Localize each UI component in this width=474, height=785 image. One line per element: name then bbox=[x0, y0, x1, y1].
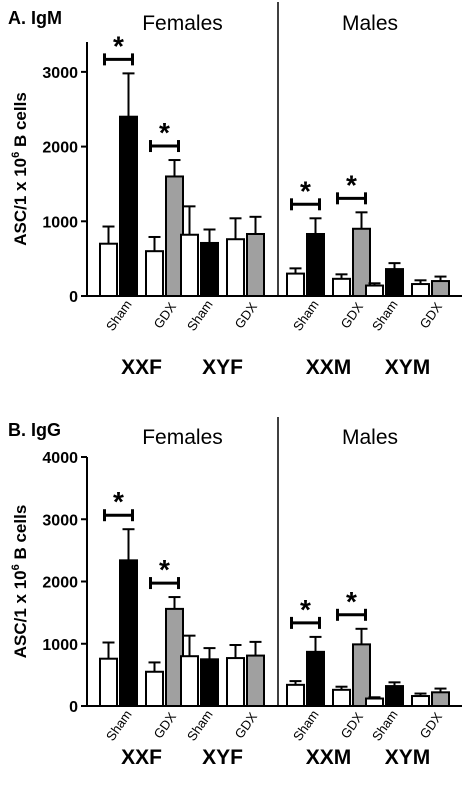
x-tick-label-gdx: GDX bbox=[232, 299, 261, 331]
y-tick-label: 3000 bbox=[42, 65, 78, 82]
significance-asterisk: * bbox=[346, 586, 357, 617]
bar-xxf-sham-black bbox=[119, 115, 138, 297]
bar-xyf-sham-white bbox=[180, 233, 199, 298]
bar-xyf-sham-white bbox=[180, 655, 199, 707]
bar-xxm-sham-white bbox=[286, 683, 305, 707]
y-axis-label: ASC/1 x 106 B cells bbox=[10, 505, 30, 659]
y-axis-label: ASC/1 x 106 B cells bbox=[10, 92, 30, 246]
bar-xxm-gdx-gray bbox=[352, 643, 371, 707]
significance-asterisk: * bbox=[159, 554, 170, 585]
significance-asterisk: * bbox=[113, 486, 124, 517]
y-tick-label: 1000 bbox=[42, 637, 78, 654]
y-axis-label-superscript: 6 bbox=[10, 152, 22, 158]
group-label-xxm: XXM bbox=[306, 746, 352, 769]
x-tick-label-gdx: GDX bbox=[417, 299, 446, 331]
y-axis-label-superscript: 6 bbox=[10, 564, 22, 570]
bar-xxf-gdx-white bbox=[145, 250, 164, 297]
bar-xxf-sham-white bbox=[99, 242, 118, 298]
x-tick-label-gdx: GDX bbox=[232, 709, 261, 741]
x-tick-label-gdx: GDX bbox=[417, 709, 446, 741]
y-axis-label-main: ASC/1 x 10 bbox=[11, 570, 30, 658]
x-tick-label-gdx: GDX bbox=[338, 299, 367, 331]
bar-xym-gdx-white bbox=[411, 283, 430, 297]
igg-chart-panel: B. IgG Females Males 0 1000 2000 3000 4000 ASC/1… bbox=[8, 417, 462, 769]
x-tick-label-sham: Sham bbox=[103, 297, 135, 333]
section-label-males: Males bbox=[342, 12, 398, 35]
bar-xxm-sham-black bbox=[306, 232, 325, 297]
bar-xyf-sham-black bbox=[200, 241, 219, 297]
y-axis-label-tail: B cells bbox=[11, 505, 30, 565]
bar-xxm-sham-black bbox=[306, 650, 325, 707]
x-tick-label-gdx: GDX bbox=[338, 709, 367, 741]
section-label-females: Females bbox=[142, 12, 223, 35]
bar-xxm-gdx-white bbox=[332, 277, 351, 298]
y-tick-label: 0 bbox=[69, 699, 78, 716]
significance-asterisk: * bbox=[113, 30, 124, 61]
group-label-xym: XYM bbox=[385, 746, 431, 769]
bar-xym-gdx-gray bbox=[431, 691, 450, 707]
bar-xxm-gdx-gray bbox=[352, 227, 371, 297]
group-label-xxf: XXF bbox=[121, 746, 162, 769]
x-tick-label-sham: Sham bbox=[290, 707, 322, 743]
y-tick-label: 2000 bbox=[42, 575, 78, 592]
y-tick-label: 1000 bbox=[42, 214, 78, 231]
x-tick-label-sham: Sham bbox=[369, 707, 401, 743]
y-axis-label-tail: B cells bbox=[11, 92, 30, 152]
x-tick-label-gdx: GDX bbox=[151, 709, 180, 741]
group-label-xxf: XXF bbox=[121, 356, 162, 379]
bar-xym-sham-black bbox=[385, 685, 404, 707]
y-tick-label: 3000 bbox=[42, 512, 78, 529]
bar-xyf-gdx-white bbox=[226, 238, 245, 297]
y-tick-label: 0 bbox=[69, 289, 78, 306]
panel-label: B. IgG bbox=[8, 420, 61, 440]
x-tick-label-gdx: GDX bbox=[151, 299, 180, 331]
section-label-males: Males bbox=[342, 426, 398, 449]
y-axis-label-main: ASC/1 x 10 bbox=[11, 158, 30, 246]
significance-asterisk: * bbox=[300, 594, 311, 625]
y-tick-label: 2000 bbox=[42, 140, 78, 157]
igm-chart-panel: A. IgM Females Males 0 1000 2000 3000 ASC/1 x 1… bbox=[8, 2, 462, 379]
y-tick-label: 4000 bbox=[42, 450, 78, 467]
x-tick-label-sham: Sham bbox=[184, 297, 216, 333]
significance-asterisk: * bbox=[346, 169, 357, 200]
bar-xyf-gdx-white bbox=[226, 657, 245, 708]
bar-xxm-sham-white bbox=[286, 272, 305, 297]
significance-asterisk: * bbox=[300, 175, 311, 206]
bar-xxm-gdx-white bbox=[332, 688, 351, 708]
bar-xxf-gdx-white bbox=[145, 670, 164, 708]
bar-xyf-gdx-gray bbox=[246, 654, 265, 707]
x-tick-label-sham: Sham bbox=[103, 707, 135, 743]
x-tick-label-sham: Sham bbox=[184, 707, 216, 743]
bar-xxf-sham-white bbox=[99, 657, 118, 708]
x-tick-label-sham: Sham bbox=[369, 297, 401, 333]
group-label-xxm: XXM bbox=[306, 356, 352, 379]
bar-xym-sham-white bbox=[365, 697, 384, 707]
x-tick-label-sham: Sham bbox=[290, 297, 322, 333]
bar-xym-sham-white bbox=[365, 284, 384, 297]
bar-xym-gdx-gray bbox=[431, 280, 450, 298]
group-label-xyf: XYF bbox=[202, 746, 243, 769]
bar-xym-sham-black bbox=[385, 268, 404, 298]
group-label-xym: XYM bbox=[385, 356, 431, 379]
bar-xyf-gdx-gray bbox=[246, 232, 265, 297]
bar-xyf-sham-black bbox=[200, 658, 219, 707]
bar-xxf-sham-black bbox=[119, 559, 138, 707]
panel-label: A. IgM bbox=[8, 8, 62, 28]
group-label-xyf: XYF bbox=[202, 356, 243, 379]
bar-xym-gdx-white bbox=[411, 695, 430, 708]
section-label-females: Females bbox=[142, 426, 223, 449]
significance-asterisk: * bbox=[159, 117, 170, 148]
